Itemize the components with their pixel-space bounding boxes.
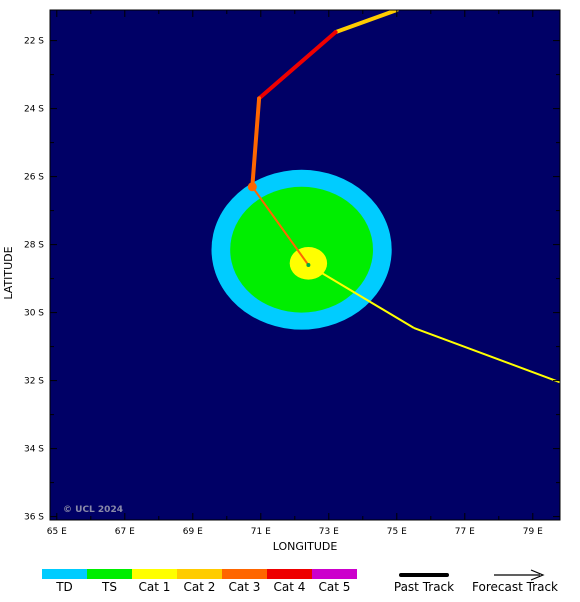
x-tick-label: 79 E	[523, 527, 543, 537]
legend-swatch	[312, 569, 357, 579]
track-legend: Past Track Forecast Track	[394, 569, 558, 594]
x-tick-label: 71 E	[251, 527, 271, 537]
legend-label: TS	[101, 580, 117, 594]
plot-frame	[49, 9, 561, 521]
legend-swatch	[132, 569, 177, 579]
legend-label: Cat 5	[319, 580, 351, 594]
y-tick-label: 22 S	[24, 37, 44, 47]
y-tick-label: 34 S	[24, 445, 44, 455]
y-tick-label: 36 S	[24, 513, 44, 523]
forecast-track-segment	[307, 264, 415, 329]
copyright-label: © UCL 2024	[63, 505, 123, 515]
forecast-track-segment	[413, 326, 560, 384]
legend-swatch	[177, 569, 222, 579]
storm-tracks	[247, 10, 560, 384]
current-position-marker	[247, 182, 257, 192]
forecast-arrow-icon	[530, 569, 545, 581]
legend-swatch	[222, 569, 267, 579]
wind-field	[211, 169, 392, 330]
legend-label: Cat 1	[139, 580, 171, 594]
past-track-segment	[250, 96, 262, 189]
x-tick-label: 75 E	[387, 527, 407, 537]
category-legend: TD TS Cat 1 Cat 2 Cat 3 Cat 4 Cat 5	[42, 569, 357, 594]
map-axes: 65 E 67 E 69 E 71 E 73 E 75 E 77 E 79 E 22 S 24 S…	[24, 9, 561, 537]
x-tick-label: 77 E	[455, 527, 475, 537]
x-tick-label: 73 E	[319, 527, 339, 537]
y-tick-label: 28 S	[24, 241, 44, 251]
x-tick-label: 65 E	[47, 527, 67, 537]
map-plot-area: © UCL 2024	[50, 10, 560, 520]
legend-swatch	[267, 569, 312, 579]
y-tick-label: 24 S	[24, 105, 44, 115]
legend-label: TD	[55, 580, 73, 594]
forecast-track-segment	[251, 186, 310, 266]
forecast-track-label: Forecast Track	[472, 580, 558, 594]
legend-swatch	[87, 569, 132, 579]
past-track-segment	[257, 30, 338, 101]
past-track-segment	[333, 10, 399, 35]
forecast-center-marker	[306, 263, 311, 267]
x-tick-label: 69 E	[183, 527, 203, 537]
x-tick-label: 67 E	[115, 527, 135, 537]
y-tick-label: 26 S	[24, 173, 44, 183]
y-axis-title: LATITUDE	[2, 246, 15, 299]
legend-label: Cat 4	[274, 580, 306, 594]
x-axis-title: LONGITUDE	[273, 540, 338, 553]
y-tick-label: 32 S	[24, 377, 44, 387]
past-track-label: Past Track	[394, 580, 454, 594]
y-tick-label: 30 S	[24, 309, 44, 319]
legend-swatch	[42, 569, 87, 579]
legend-label: Cat 2	[184, 580, 216, 594]
legend-label: Cat 3	[229, 580, 261, 594]
